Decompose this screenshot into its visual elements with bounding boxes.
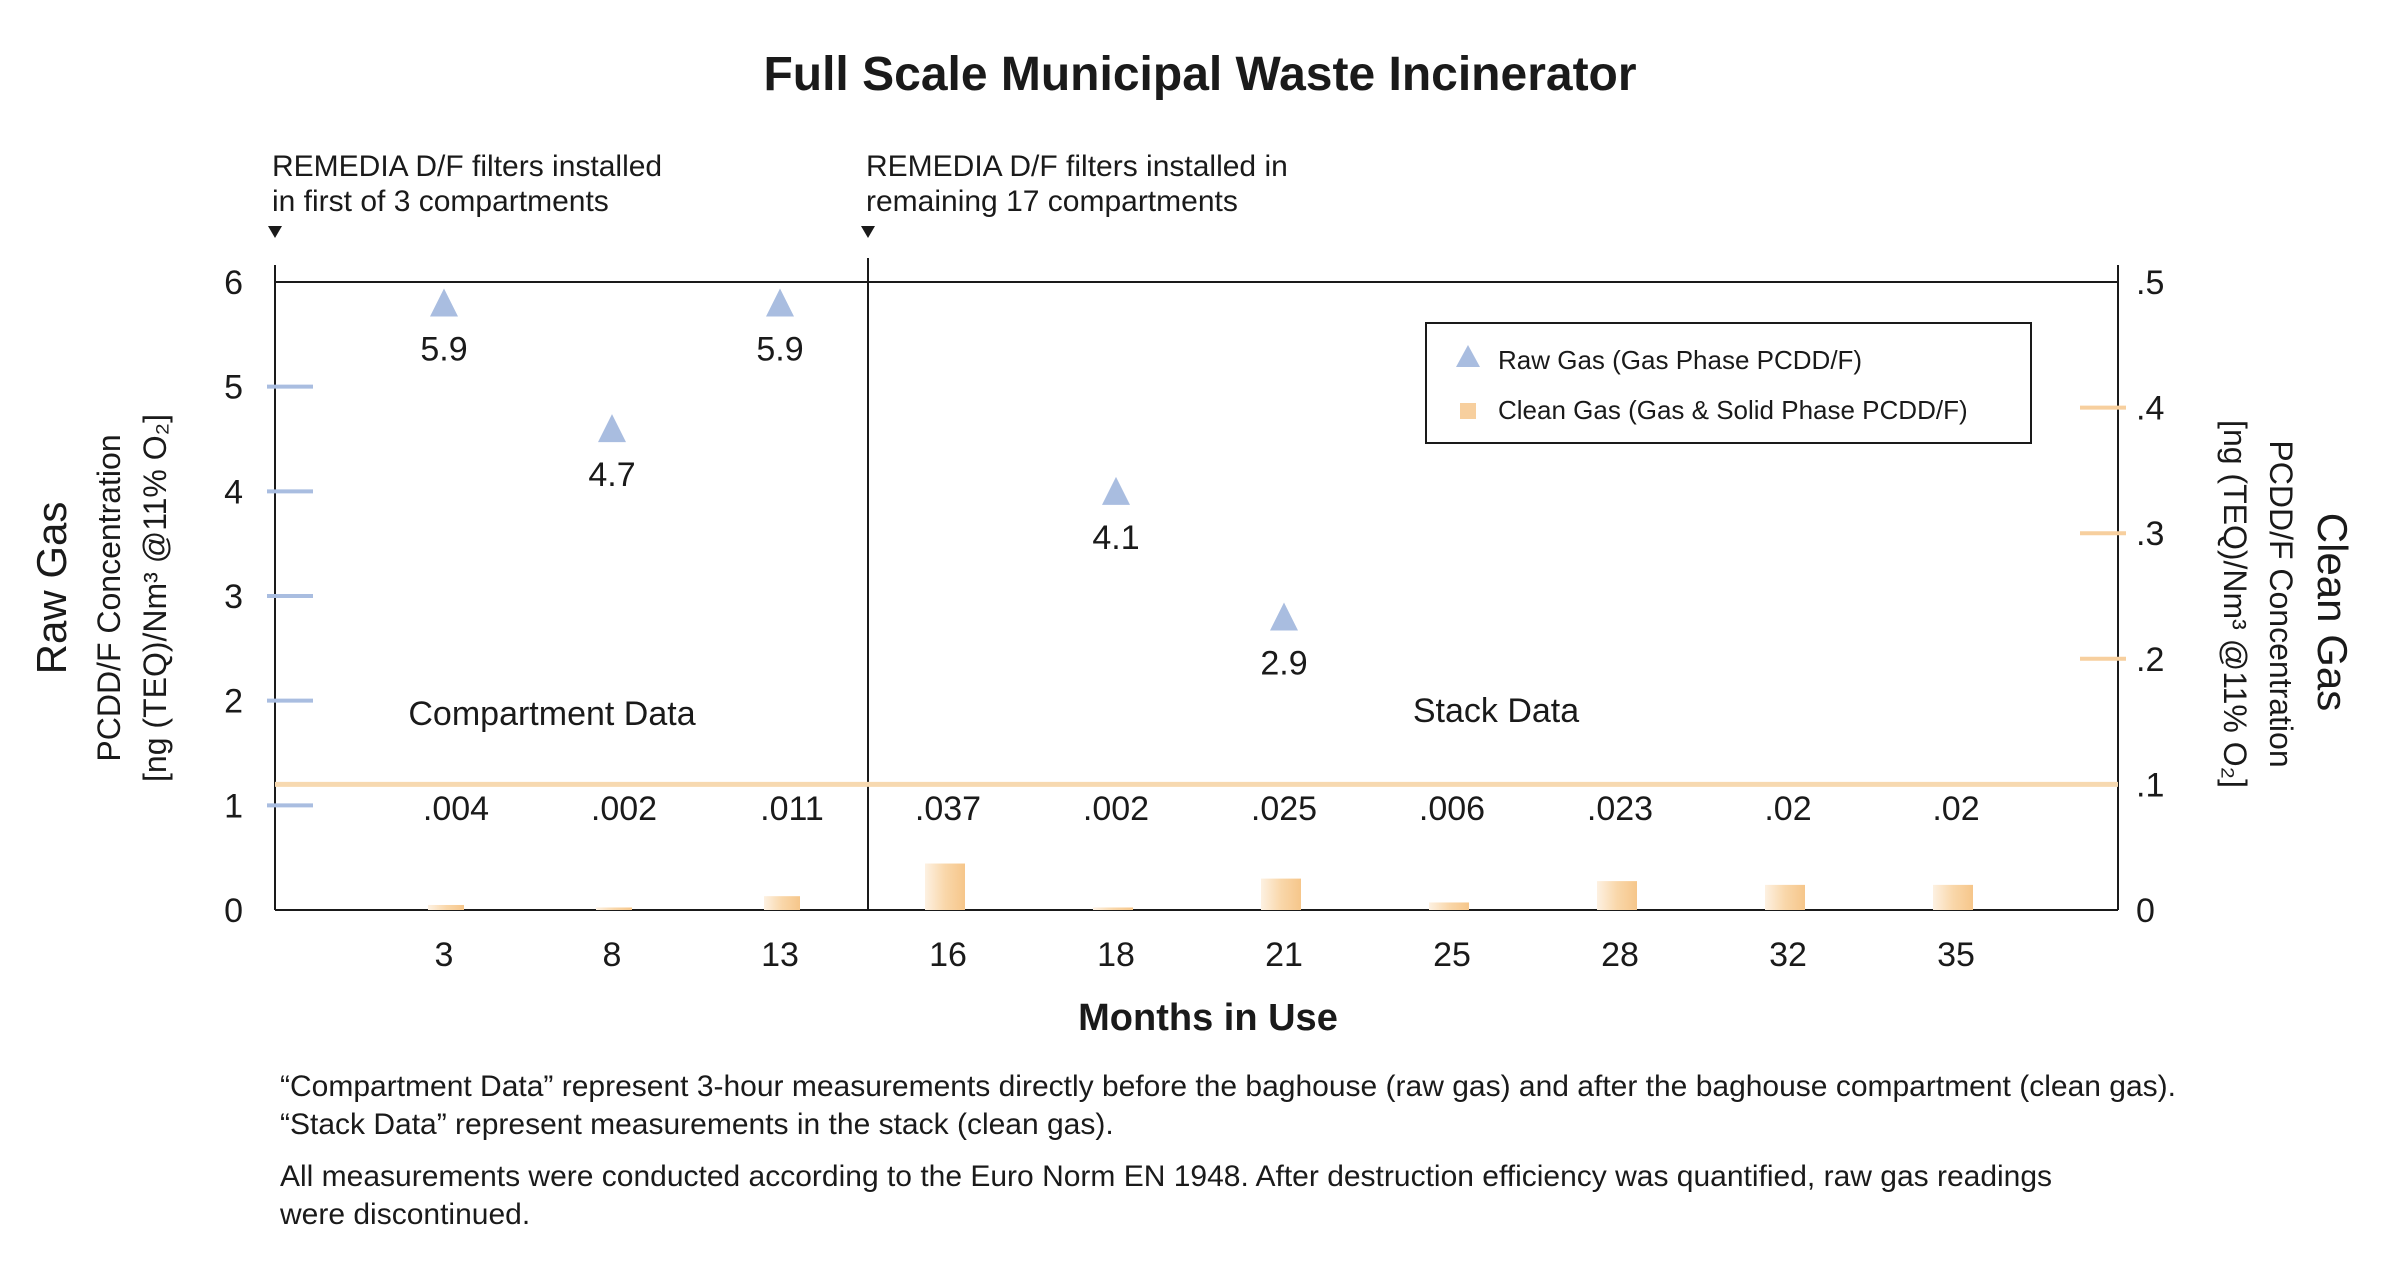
raw-gas-value-label: 5.9 xyxy=(756,330,803,368)
clean-gas-value-label: .02 xyxy=(1932,790,1979,828)
left-filter-annotation-line2: in first of 3 compartments xyxy=(272,185,609,218)
raw-gas-value-label: 4.1 xyxy=(1092,519,1139,557)
x-tick-label: 13 xyxy=(761,936,799,974)
right-axis-title: Clean Gas xyxy=(2309,513,2356,711)
clean-gas-value-label: .02 xyxy=(1764,790,1811,828)
clean-gas-value-label: .006 xyxy=(1419,790,1485,828)
footnotes: “Compartment Data” represent 3-hour meas… xyxy=(280,1068,2340,1234)
right-tick-label: .5 xyxy=(2136,264,2164,302)
left-tick-label: 0 xyxy=(224,892,243,930)
legend: Raw Gas (Gas Phase PCDD/F) Clean Gas (Ga… xyxy=(1425,322,2032,444)
legend-clean-gas-label: Clean Gas (Gas & Solid Phase PCDD/F) xyxy=(1498,395,1968,425)
left-tick-label: 2 xyxy=(224,683,243,721)
legend-raw-gas-triangle-icon xyxy=(1456,345,1480,367)
footnote-compartment: “Compartment Data” represent 3-hour meas… xyxy=(280,1070,2176,1103)
left-tick-label: 6 xyxy=(224,264,243,302)
left-axis-title: Raw Gas xyxy=(28,502,75,675)
left-tick-label: 4 xyxy=(224,473,243,511)
raw-gas-triangle xyxy=(598,414,626,443)
x-tick-label: 3 xyxy=(435,936,454,974)
right-tick-label: .2 xyxy=(2136,641,2164,679)
stack-data-label: Stack Data xyxy=(1413,692,1579,730)
right-tick-label: .1 xyxy=(2136,766,2164,804)
clean-gas-bar xyxy=(1933,884,1973,910)
clean-gas-bar xyxy=(596,907,632,910)
clean-gas-bar xyxy=(1765,884,1805,910)
clean-gas-value-label: .002 xyxy=(591,790,657,828)
raw-gas-triangle xyxy=(430,288,458,317)
clean-gas-value-label: .023 xyxy=(1587,790,1653,828)
footnote-stack: “Stack Data” represent measurements in t… xyxy=(280,1108,1114,1141)
left-filter-marker-icon xyxy=(268,226,282,238)
x-tick-label: 32 xyxy=(1769,936,1807,974)
raw-gas-triangle xyxy=(1270,602,1298,631)
clean-gas-labels: .004 .002 .011 .037 .002 .025 .006 .023 .02 .02 xyxy=(423,790,1980,828)
clean-gas-bars xyxy=(428,863,1973,910)
footnote-norm: All measurements were conducted accordin… xyxy=(280,1160,2053,1193)
x-tick-label: 35 xyxy=(1937,936,1975,974)
clean-gas-bar xyxy=(1597,881,1637,910)
clean-gas-bar xyxy=(1093,907,1133,910)
right-axis-ticks: 0 .1 .2 .3 .4 .5 xyxy=(2080,264,2164,930)
raw-gas-points: 5.9 4.7 5.9 4.1 2.9 xyxy=(420,288,1308,682)
right-filter-annotation-line1: REMEDIA D/F filters installed in xyxy=(866,150,1288,183)
raw-gas-triangle xyxy=(766,288,794,317)
x-tick-label: 16 xyxy=(929,936,967,974)
left-axis-label-line2: [ng (TEQ)/Nm³ @11% O₂] xyxy=(137,414,173,782)
x-axis-title: Months in Use xyxy=(1078,997,1338,1039)
clean-gas-bar xyxy=(764,896,800,910)
right-axis-label-line1: PCDD/F Concentration xyxy=(2263,440,2299,767)
x-tick-label: 8 xyxy=(603,936,622,974)
raw-gas-value-label: 4.7 xyxy=(588,456,635,494)
legend-clean-gas-bar-icon xyxy=(1460,403,1476,419)
clean-gas-value-label: .004 xyxy=(423,790,489,828)
legend-box xyxy=(1425,322,2032,444)
clean-gas-bar xyxy=(925,863,965,910)
clean-gas-value-label: .002 xyxy=(1083,790,1149,828)
left-axis-ticks: 0 1 2 3 4 5 6 xyxy=(224,264,313,930)
x-tick-label: 28 xyxy=(1601,936,1639,974)
clean-gas-value-label: .025 xyxy=(1251,790,1317,828)
clean-gas-bar xyxy=(1429,902,1469,910)
compartment-data-label: Compartment Data xyxy=(408,695,695,733)
x-tick-label: 18 xyxy=(1097,936,1135,974)
raw-gas-value-label: 2.9 xyxy=(1260,644,1307,682)
chart-title: Full Scale Municipal Waste Incinerator xyxy=(763,48,1636,101)
right-tick-label: 0 xyxy=(2136,892,2155,930)
footnote-discontinued: were discontinued. xyxy=(280,1198,531,1231)
right-tick-label: .3 xyxy=(2136,515,2164,553)
right-axis-label-line2: [ng (TEQ)/Nm³ @11% O₂] xyxy=(2217,420,2253,788)
left-axis-label-line1: PCDD/F Concentration xyxy=(91,434,127,761)
x-tick-label: 25 xyxy=(1433,936,1471,974)
clean-gas-bar xyxy=(428,904,464,910)
x-tick-label: 21 xyxy=(1265,936,1303,974)
raw-gas-triangle xyxy=(1102,476,1130,505)
right-filter-annotation-line2: remaining 17 compartments xyxy=(866,185,1238,218)
left-filter-annotation-line1: REMEDIA D/F filters installed xyxy=(272,150,662,183)
raw-gas-value-label: 5.9 xyxy=(420,330,467,368)
x-axis-ticks: 3 8 13 16 18 21 25 28 32 35 xyxy=(435,936,1975,974)
left-tick-label: 5 xyxy=(224,369,243,407)
right-tick-label: .4 xyxy=(2136,390,2164,428)
clean-gas-value-label: .011 xyxy=(760,790,824,828)
left-tick-label: 3 xyxy=(224,578,243,616)
right-filter-marker-icon xyxy=(861,226,875,238)
legend-raw-gas-label: Raw Gas (Gas Phase PCDD/F) xyxy=(1498,345,1862,375)
left-tick-label: 1 xyxy=(224,787,243,825)
clean-gas-value-label: .037 xyxy=(915,790,981,828)
clean-gas-bar xyxy=(1261,878,1301,910)
